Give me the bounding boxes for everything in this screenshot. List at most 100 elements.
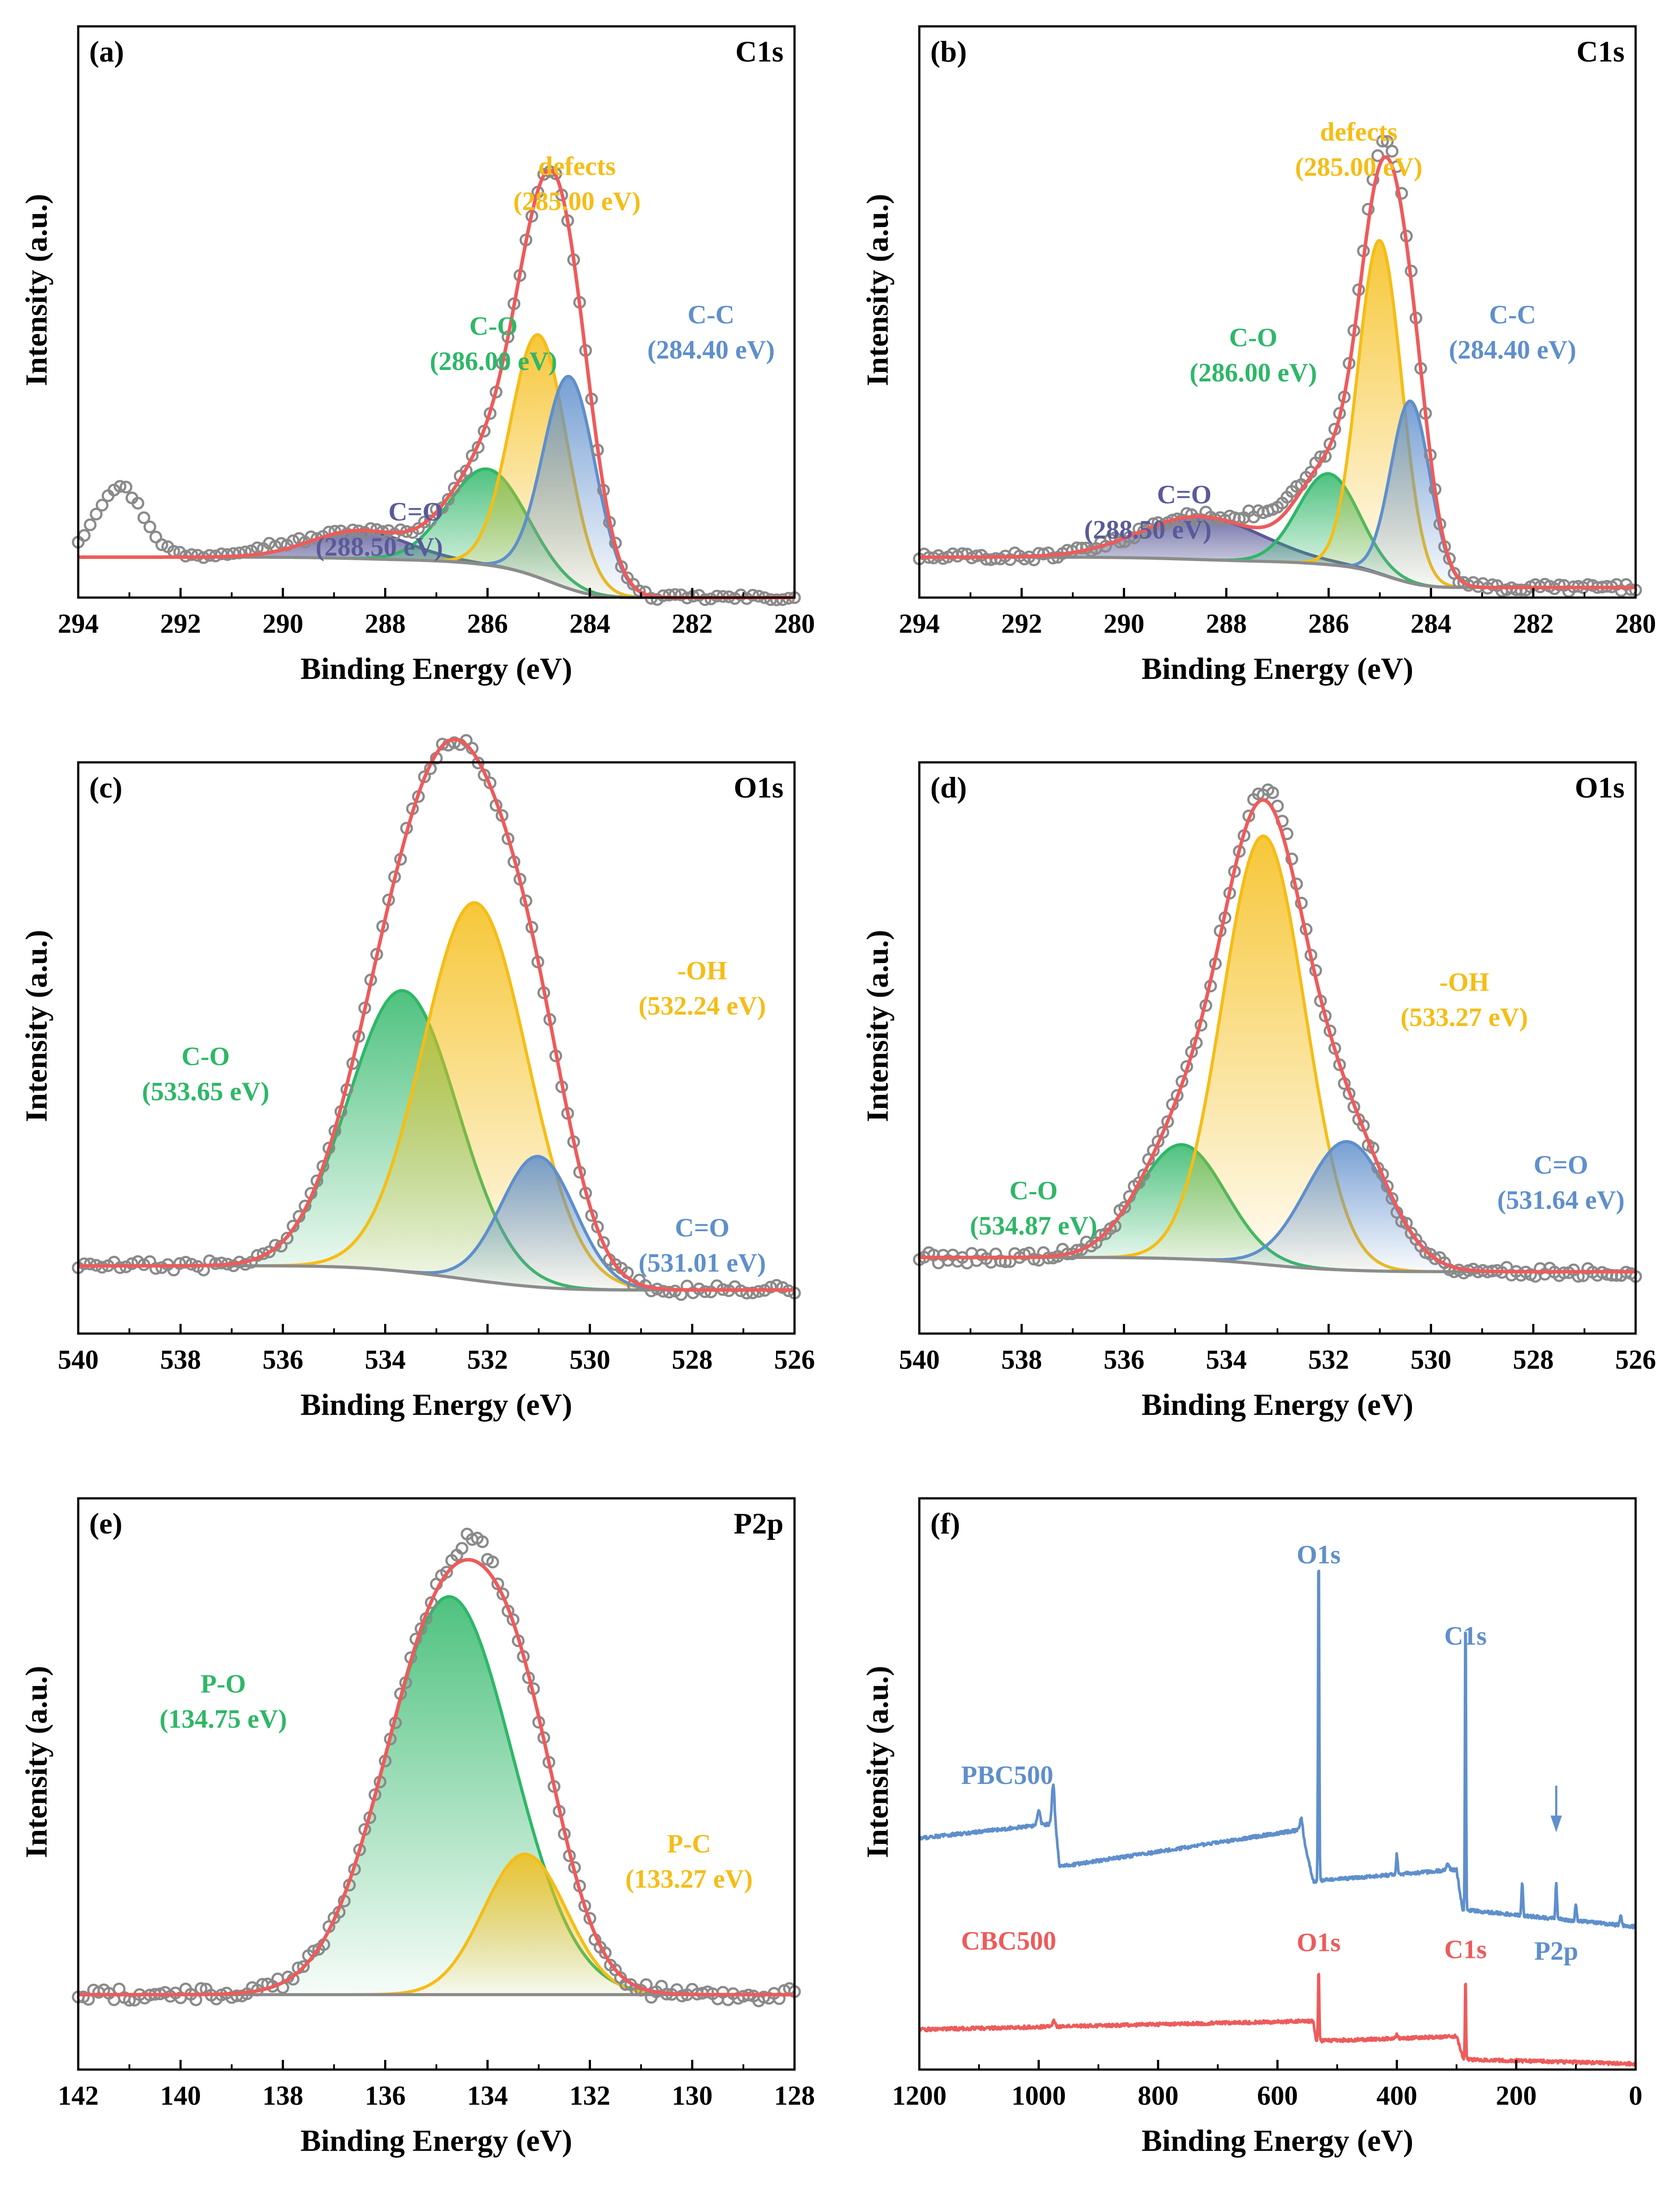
x-tick-label: 528: [1513, 1345, 1554, 1375]
peak-label-name: P-C: [667, 1829, 711, 1858]
data-point: [1118, 1201, 1131, 1214]
data-point: [185, 548, 198, 561]
x-tick-label: 1200: [892, 2081, 947, 2111]
data-point: [476, 1535, 489, 1548]
x-axis-title: Binding Energy (eV): [301, 1388, 572, 1422]
panel-title: C1s: [1576, 35, 1625, 68]
component-fill: [1031, 836, 1497, 1272]
data-point: [430, 503, 443, 516]
x-tick-label: 292: [1001, 609, 1042, 639]
data-point: [537, 168, 550, 181]
data-point: [1395, 187, 1408, 200]
chart-panel-d: C-O (534.87 eV) -OH (533.27 eV) C=O (531.64 e…: [861, 761, 1656, 1422]
data-point: [746, 1286, 759, 1299]
panel-tag: (a): [89, 35, 124, 68]
y-axis-title: Intensity (a.u.): [861, 930, 895, 1122]
panel-tag: (b): [930, 35, 967, 68]
x-tick-label: 538: [160, 1345, 201, 1375]
data-point: [436, 738, 449, 750]
x-tick-label: 800: [1138, 2081, 1179, 2111]
peak-label-energy: (284.40 eV): [1449, 335, 1576, 364]
data-point: [1376, 134, 1389, 148]
x-tick-label: 280: [1615, 609, 1656, 639]
data-point: [149, 530, 163, 544]
data-point: [1386, 145, 1399, 158]
x-tick-label: 400: [1376, 2081, 1417, 2111]
x-tick-label: 136: [365, 2081, 406, 2111]
data-point: [221, 548, 234, 561]
peak-label-energy: (284.40 eV): [647, 335, 775, 364]
x-axis-title: Binding Energy (eV): [1142, 1388, 1413, 1422]
peak-label-energy: (288.50 eV): [316, 533, 443, 562]
data-point: [645, 1284, 658, 1298]
x-tick-label: 600: [1257, 2081, 1298, 2111]
peak-annotation: C1s: [1444, 1935, 1487, 1964]
data-point: [746, 589, 759, 602]
series-label: CBC500: [961, 1926, 1056, 1955]
data-point: [95, 499, 109, 512]
x-tick-label: 534: [1206, 1345, 1247, 1375]
data-point: [633, 584, 646, 598]
series-line-pbc500: [918, 1570, 1637, 1930]
component-fill: [1114, 1142, 1580, 1272]
peak-label-energy: (532.24 eV): [639, 991, 766, 1020]
x-tick-label: 142: [58, 2081, 99, 2111]
component-fill: [379, 334, 697, 598]
data-point: [1400, 1217, 1413, 1230]
data-point: [233, 547, 246, 559]
peak-label-energy: (133.27 eV): [625, 1864, 753, 1893]
x-tick-label: 288: [1206, 609, 1247, 639]
component-fill: [1157, 473, 1500, 587]
data-point: [137, 511, 150, 524]
x-tick-label: 200: [1496, 2081, 1537, 2111]
x-tick-label: 530: [1411, 1345, 1451, 1375]
data-point: [486, 1555, 499, 1569]
peak-label-energy: (288.50 eV): [1084, 515, 1212, 544]
data-point: [418, 515, 431, 529]
data-point: [297, 1960, 310, 1973]
x-tick-label: 534: [365, 1345, 406, 1375]
data-point: [1381, 1180, 1394, 1193]
x-tick-label: 528: [672, 1345, 713, 1375]
x-tick-label: 526: [1615, 1345, 1656, 1375]
data-point: [120, 481, 133, 493]
peak-label-energy: (534.87 eV): [970, 1211, 1097, 1240]
x-tick-label: 536: [262, 1345, 303, 1375]
data-point: [448, 482, 461, 495]
data-point: [263, 537, 276, 550]
data-point: [657, 1285, 670, 1298]
x-axis-title: Binding Energy (eV): [301, 652, 572, 686]
x-tick-label: 530: [570, 1345, 610, 1375]
data-point: [155, 1261, 168, 1274]
data-point: [323, 526, 335, 539]
x-tick-label: 134: [467, 2081, 508, 2111]
x-axis-title: Binding Energy (eV): [1142, 2124, 1413, 2158]
x-tick-label: 140: [160, 2081, 201, 2111]
peak-label-energy: (285.00 eV): [513, 187, 641, 216]
x-tick-label: 540: [899, 1345, 940, 1375]
y-axis-title: Intensity (a.u.): [20, 1666, 54, 1858]
x-tick-label: 284: [1411, 609, 1451, 639]
data-point: [143, 520, 156, 533]
peak-label-name: -OH: [1439, 968, 1489, 997]
data-point: [764, 593, 777, 606]
data-point: [1486, 578, 1499, 591]
peak-label-energy: (285.00 eV): [1295, 152, 1422, 181]
peak-label-energy: (531.64 eV): [1497, 1185, 1625, 1214]
peak-label-name: C=O: [1157, 480, 1212, 509]
chart-panel-c: C-O (533.65 eV) -OH (532.24 eV) C=O (531.01 e…: [20, 734, 815, 1422]
panel-tag: (f): [930, 1507, 960, 1540]
x-tick-label: 536: [1103, 1345, 1144, 1375]
x-tick-label: 282: [672, 609, 713, 639]
panel-tag: (d): [930, 771, 967, 804]
peak-label-name: C-C: [1489, 300, 1536, 329]
data-point: [113, 1261, 127, 1274]
x-axis-title: Binding Energy (eV): [1142, 652, 1413, 686]
peak-annotation: O1s: [1297, 1928, 1341, 1957]
data-point: [1371, 149, 1384, 162]
data-point: [663, 1286, 676, 1299]
data-point: [764, 1280, 777, 1294]
x-tick-label: 286: [467, 609, 508, 639]
data-point: [90, 508, 103, 521]
